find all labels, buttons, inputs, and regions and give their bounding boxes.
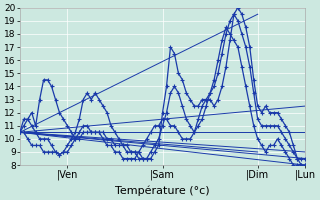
X-axis label: Température (°c): Température (°c) [115,185,210,196]
